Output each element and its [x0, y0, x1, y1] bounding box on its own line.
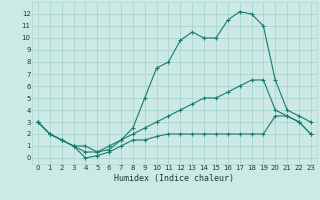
X-axis label: Humidex (Indice chaleur): Humidex (Indice chaleur) [115, 174, 234, 183]
